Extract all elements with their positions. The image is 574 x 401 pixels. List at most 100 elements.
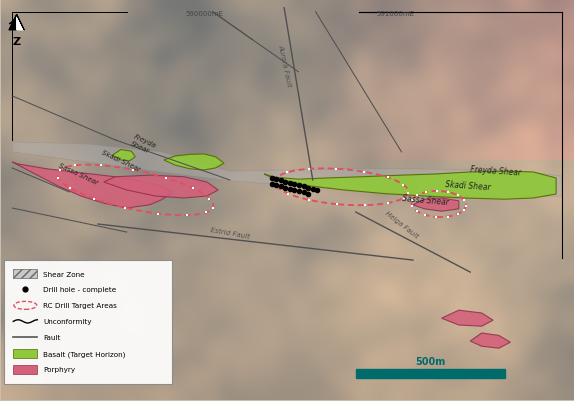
Point	[161, 175, 170, 182]
Point	[304, 166, 313, 173]
Point	[383, 175, 392, 181]
Text: Drill hole - complete: Drill hole - complete	[43, 287, 117, 293]
Point	[55, 167, 64, 174]
Point	[281, 179, 290, 185]
Text: Basalt (Target Horizon): Basalt (Target Horizon)	[43, 350, 126, 357]
Text: Porphyry: Porphyry	[43, 367, 75, 373]
Point	[360, 203, 369, 209]
Text: 500m: 500m	[415, 356, 445, 367]
Point	[359, 169, 368, 176]
Point	[308, 186, 317, 192]
Point	[459, 207, 468, 213]
Point	[129, 167, 138, 174]
Text: Unconformity: Unconformity	[43, 318, 92, 324]
Point	[276, 184, 285, 190]
Text: Helga Fault: Helga Fault	[384, 210, 419, 239]
Text: Sassa Shear: Sassa Shear	[402, 194, 449, 207]
Polygon shape	[17, 16, 24, 30]
Point	[267, 181, 276, 188]
Point	[294, 182, 304, 189]
Text: RC Drill Target Areas: RC Drill Target Areas	[43, 303, 117, 309]
Point	[432, 214, 441, 221]
Text: Z: Z	[13, 36, 21, 47]
Point	[153, 211, 162, 217]
Point	[96, 163, 106, 169]
Point	[453, 192, 463, 199]
Text: 591000mE: 591000mE	[377, 11, 415, 17]
Polygon shape	[104, 176, 218, 198]
Point	[285, 180, 294, 186]
Point	[205, 196, 214, 202]
Point	[272, 183, 281, 190]
Point	[444, 189, 453, 196]
Polygon shape	[12, 143, 562, 197]
Point	[412, 208, 421, 215]
Bar	[13, 366, 37, 374]
Text: Freyda Shear: Freyda Shear	[470, 164, 522, 177]
Text: Shear Zone: Shear Zone	[43, 271, 85, 277]
Point	[281, 185, 290, 191]
Point	[332, 201, 341, 208]
Point	[272, 176, 281, 182]
Bar	[13, 350, 37, 358]
Point	[304, 185, 313, 191]
Point	[71, 163, 80, 169]
Point	[53, 175, 63, 182]
Point	[305, 197, 314, 204]
Point	[384, 200, 393, 207]
Polygon shape	[164, 154, 224, 170]
Point	[201, 210, 211, 216]
Polygon shape	[113, 150, 135, 161]
Point	[272, 182, 281, 189]
Point	[460, 197, 469, 204]
Point	[89, 196, 98, 202]
Point	[399, 182, 408, 188]
Point	[294, 188, 304, 195]
Point	[182, 213, 191, 219]
Polygon shape	[470, 333, 510, 348]
Point	[299, 190, 308, 196]
Polygon shape	[9, 16, 17, 30]
Bar	[356, 370, 505, 378]
Point	[285, 186, 294, 192]
Text: Skadi Shear: Skadi Shear	[444, 179, 491, 191]
Point	[408, 198, 417, 204]
Text: Fault: Fault	[43, 334, 60, 340]
Point	[284, 191, 293, 197]
Point	[272, 176, 281, 183]
Text: Aurora Fault: Aurora Fault	[278, 44, 293, 87]
Point	[400, 195, 409, 201]
Point	[276, 178, 285, 184]
Text: Freyda
Shear: Freyda Shear	[130, 134, 157, 156]
Point	[313, 187, 322, 194]
Point	[290, 187, 299, 194]
Point	[421, 212, 430, 219]
Point	[432, 188, 441, 194]
Point	[413, 193, 422, 199]
Text: Estrid Fault: Estrid Fault	[210, 227, 250, 239]
Point	[408, 203, 417, 209]
Point	[65, 185, 75, 192]
Text: Sassa Shear: Sassa Shear	[58, 162, 99, 185]
Point	[404, 190, 413, 196]
Point	[283, 170, 292, 176]
Point	[453, 211, 462, 218]
Polygon shape	[441, 310, 493, 326]
Text: 590000mE: 590000mE	[185, 11, 223, 17]
Point	[461, 203, 471, 209]
Bar	[13, 269, 37, 278]
Point	[188, 185, 197, 192]
Point	[267, 175, 276, 182]
Point	[290, 181, 299, 188]
Polygon shape	[413, 198, 459, 212]
Point	[421, 189, 430, 196]
Point	[21, 286, 30, 293]
Point	[208, 205, 218, 211]
Point	[331, 166, 340, 172]
Point	[443, 214, 452, 220]
Point	[120, 205, 129, 211]
FancyBboxPatch shape	[3, 260, 172, 384]
Point	[304, 191, 313, 197]
Text: Skadi Shear: Skadi Shear	[101, 149, 141, 172]
Polygon shape	[12, 162, 172, 209]
